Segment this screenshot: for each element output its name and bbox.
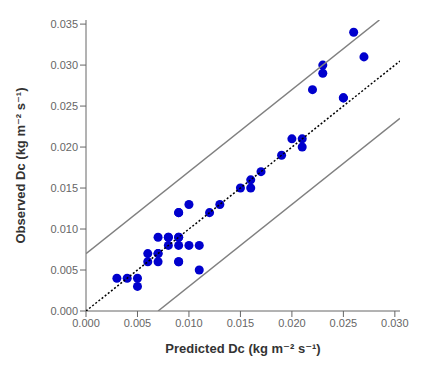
svg-text:0.035: 0.035 (50, 18, 78, 30)
svg-text:0.010: 0.010 (50, 223, 78, 235)
svg-text:0.025: 0.025 (50, 100, 78, 112)
svg-text:0.030: 0.030 (50, 59, 78, 71)
svg-text:0.000: 0.000 (72, 317, 100, 329)
svg-text:0.005: 0.005 (124, 317, 152, 329)
svg-text:0.015: 0.015 (227, 317, 255, 329)
svg-text:0.025: 0.025 (330, 317, 358, 329)
svg-text:Predicted Dc (kg m⁻² s⁻¹): Predicted Dc (kg m⁻² s⁻¹) (165, 341, 320, 356)
svg-text:Observed Dc (kg m⁻² s⁻¹): Observed Dc (kg m⁻² s⁻¹) (13, 87, 28, 243)
svg-text:0.030: 0.030 (381, 317, 409, 329)
svg-text:0.020: 0.020 (50, 141, 78, 153)
svg-text:0.010: 0.010 (175, 317, 203, 329)
svg-text:0.020: 0.020 (278, 317, 306, 329)
svg-text:0.015: 0.015 (50, 182, 78, 194)
svg-text:0.000: 0.000 (50, 305, 78, 317)
svg-text:0.005: 0.005 (50, 264, 78, 276)
